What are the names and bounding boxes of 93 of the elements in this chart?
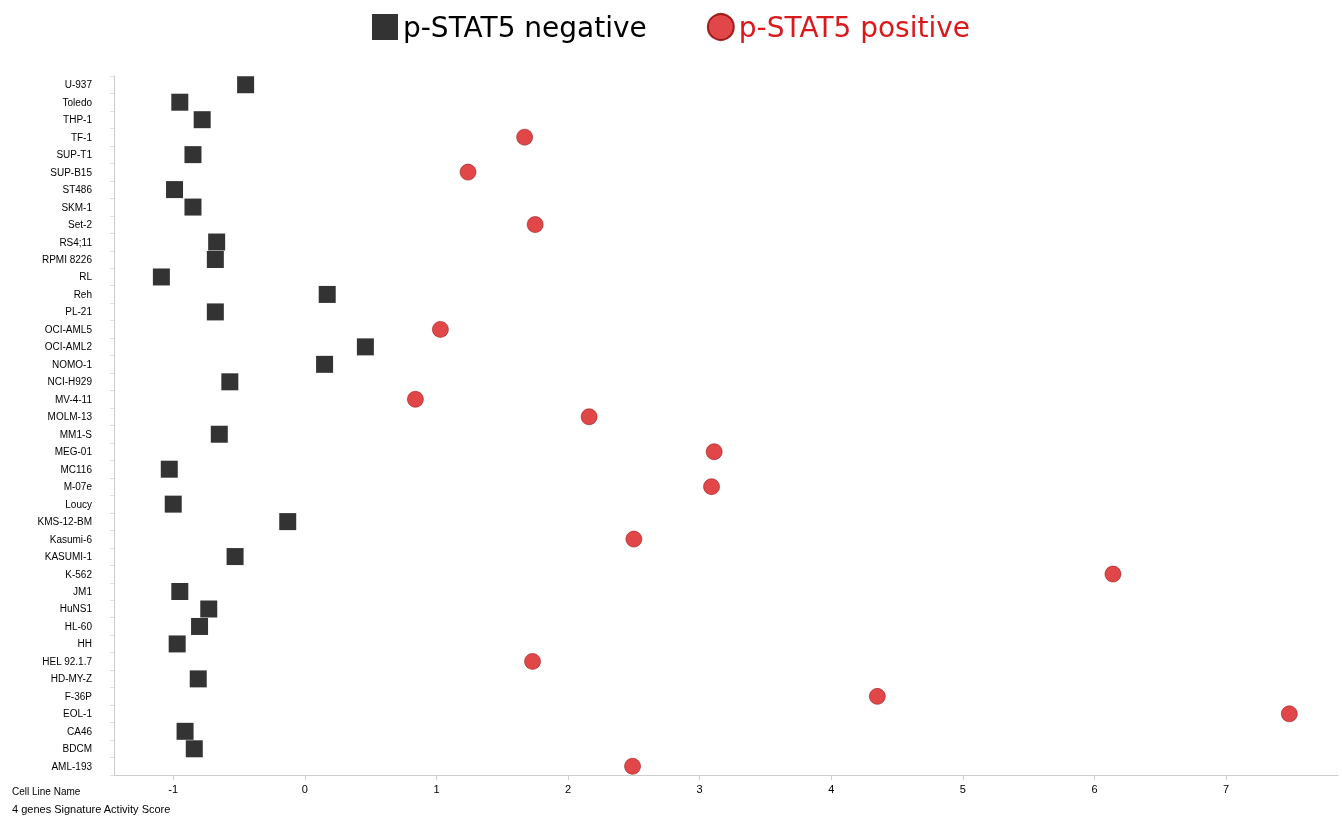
point: [226, 548, 244, 566]
y-tick-label: RPMI 8226: [41, 253, 93, 265]
point: [164, 495, 182, 513]
x-tick-label: 2: [565, 782, 572, 795]
y-tick-label: F-36P: [64, 690, 93, 702]
y-tick-label: AML-193: [51, 760, 93, 772]
y-tick-label: Set-2: [68, 219, 93, 231]
point: [166, 181, 184, 199]
y-tick-label: Toledo: [62, 96, 93, 108]
y-tick-label: MV-4-11: [54, 393, 93, 405]
point: [580, 408, 598, 426]
point: [184, 146, 202, 164]
y-tick-label: JM1: [73, 586, 93, 598]
point: [1281, 705, 1298, 723]
y-tick-label: MM1-S: [59, 428, 93, 440]
y-tick-label: HuNS1: [59, 603, 93, 615]
point: [516, 128, 533, 146]
point: [210, 425, 228, 443]
y-tick-label: K-562: [65, 568, 93, 580]
point: [356, 338, 374, 356]
legend-label: p-STAT5 positive: [738, 10, 971, 44]
x-tick-label: 0: [301, 782, 308, 795]
y-tick-label: Kasumi-6: [49, 533, 93, 545]
y-tick-label: OCI-AML5: [44, 323, 93, 335]
point: [193, 111, 211, 129]
point: [524, 653, 541, 670]
point: [160, 460, 178, 478]
point: [185, 740, 203, 758]
point: [221, 373, 239, 391]
y-tick-label: RS4;11: [59, 236, 93, 248]
x-tick-label: 5: [959, 782, 966, 795]
y-tick-label: Loucy: [65, 498, 92, 510]
point: [152, 268, 170, 286]
point: [191, 617, 209, 635]
point: [206, 250, 224, 268]
point: [407, 390, 424, 408]
y-tick-label: KMS-12-BM: [37, 516, 92, 528]
point: [316, 355, 334, 373]
y-tick-label: SUP-T1: [56, 149, 93, 161]
point: [237, 76, 255, 94]
point: [200, 600, 218, 618]
point: [526, 216, 544, 233]
x-tick-label: 6: [1091, 782, 1098, 795]
y-tick-label: THP-1: [63, 114, 93, 126]
y-tick-label: M-07e: [63, 481, 93, 493]
y-tick-label: NCI-H929: [47, 376, 93, 388]
point: [168, 635, 186, 653]
legend-label: p-STAT5 negative: [402, 10, 647, 44]
y-axis-title: Cell Line Name: [12, 785, 81, 797]
y-tick-label: SKM-1: [61, 201, 93, 213]
y-tick-label: EOL-1: [63, 708, 93, 720]
point: [869, 688, 886, 705]
y-tick-label: HD-MY-Z: [50, 673, 92, 685]
y-tick-label: BDCM: [62, 743, 92, 755]
y-tick-label: SUP-B15: [50, 166, 93, 178]
point: [208, 233, 226, 251]
y-tick-label: MEG-01: [54, 446, 93, 458]
point: [705, 443, 723, 461]
point: [432, 321, 449, 338]
y-tick-label: TF-1: [70, 131, 93, 143]
point: [318, 285, 336, 303]
point: [703, 478, 720, 495]
y-tick-label: HEL 92.1.7: [42, 655, 93, 667]
point: [189, 670, 207, 688]
x-tick-label: -1: [168, 782, 179, 795]
y-tick-label: ST486: [62, 184, 93, 196]
y-tick-label: PL-21: [65, 306, 93, 318]
x-tick-label: 3: [696, 782, 703, 795]
x-tick-label: 4: [828, 782, 835, 795]
point: [459, 163, 477, 181]
y-tick-label: RL: [79, 271, 93, 283]
point: [176, 722, 194, 740]
point: [171, 583, 189, 601]
x-tick-label: 7: [1223, 782, 1230, 795]
y-tick-label: KASUMI-1: [44, 551, 93, 563]
point: [279, 513, 297, 531]
point: [624, 757, 641, 775]
y-tick-label: HL-60: [64, 620, 93, 632]
y-tick-label: U-937: [64, 79, 93, 91]
y-tick-label: CA46: [66, 725, 93, 737]
point: [1104, 565, 1122, 583]
point: [184, 198, 202, 216]
x-axis-title: 4 genes Signature Activity Score: [12, 802, 171, 815]
point: [171, 93, 189, 111]
y-tick-label: MC116: [60, 463, 93, 475]
y-tick-label: MOLM-13: [47, 411, 93, 423]
point: [206, 303, 224, 321]
y-tick-label: Reh: [73, 288, 92, 300]
y-tick-label: HH: [77, 638, 92, 650]
y-tick-label: OCI-AML2: [44, 341, 93, 353]
point: [625, 530, 643, 548]
y-tick-label: NOMO-1: [52, 358, 93, 370]
x-tick-label: 1: [433, 782, 440, 795]
